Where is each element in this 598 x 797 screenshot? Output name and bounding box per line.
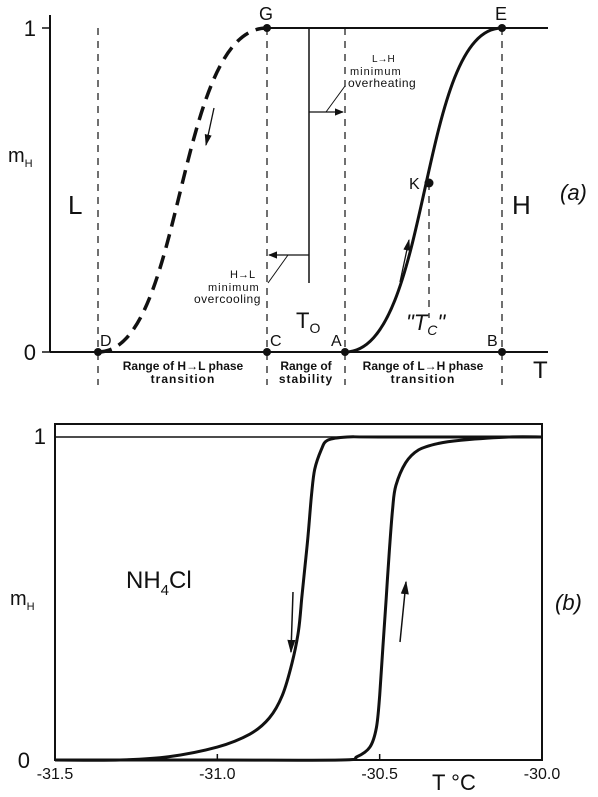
panel-b: 1 0 mH NH4Cl (b) T °C -31.5 -31.0 -30.5 -30… — [10, 423, 582, 795]
b-compound: NH4Cl — [126, 567, 192, 599]
a-label-d: D — [100, 333, 112, 350]
a-ylabel: mH — [8, 145, 33, 170]
a-t0-label: TO — [296, 308, 320, 336]
b-ylabel: mH — [10, 588, 35, 613]
a-ytick-1: 1 — [24, 16, 36, 41]
a-heating-curve — [344, 26, 503, 354]
a-t0-sub: O — [309, 320, 320, 336]
b-ytick-0: 0 — [18, 748, 30, 773]
a-range-stab-line1: Range of — [280, 359, 332, 373]
a-ylabel-m: m — [8, 145, 25, 167]
a-ytick-0: 0 — [24, 340, 36, 365]
b-xlabel: T °C — [432, 770, 476, 795]
a-point-e — [498, 24, 506, 32]
a-cooling-arrow — [204, 107, 215, 147]
a-point-g — [263, 24, 271, 32]
b-cooling-arrow — [287, 591, 296, 654]
panel-a: 1 0 mH L H (a) T — [8, 4, 587, 386]
b-compound-pre: NH — [126, 567, 161, 594]
a-range-hl-line1: Range of H→L phase — [123, 359, 244, 373]
a-guides — [97, 28, 503, 385]
a-range-lh-line2: transition — [391, 372, 456, 386]
a-heating-line2: minimum — [350, 66, 402, 78]
a-overcool-leader — [267, 254, 289, 284]
a-label-k: K — [409, 176, 420, 193]
a-phase-low: L — [68, 190, 82, 220]
a-point-b — [498, 348, 506, 356]
b-heating-arrow — [399, 580, 409, 643]
a-label-e: E — [495, 4, 507, 24]
a-tc-sub: C — [427, 322, 438, 338]
a-tc-t: "T — [406, 310, 429, 335]
a-heating-arrow — [399, 238, 411, 283]
a-phase-high: H — [512, 190, 531, 220]
b-heating-curve — [54, 435, 543, 762]
a-range-lh-line1: Range of L→H phase — [363, 359, 484, 373]
a-cooling-title: H→L — [230, 269, 255, 281]
a-range-hl-line2: transition — [151, 372, 216, 386]
a-range-stab-line2: stability — [279, 372, 333, 386]
a-point-k — [424, 178, 434, 188]
b-compound-sub: 4 — [161, 582, 169, 599]
b-xticks: -31.5 -31.0 -30.5 -30.0 — [37, 754, 561, 783]
b-ylabel-sub: H — [27, 601, 35, 613]
a-heating-title: L→H — [372, 54, 395, 65]
b-xtick-label: -31.0 — [199, 766, 236, 783]
a-panel-label: (a) — [560, 180, 587, 205]
a-point-c — [263, 348, 271, 356]
b-series — [54, 435, 543, 762]
b-cooling-curve — [54, 435, 542, 762]
a-label-c: C — [270, 333, 282, 350]
b-xtick-label: -31.5 — [37, 766, 74, 783]
b-compound-post: Cl — [169, 567, 192, 594]
b-ylabel-m: m — [10, 588, 27, 610]
a-point-d — [94, 348, 102, 356]
a-label-b: B — [487, 333, 498, 350]
a-point-a — [341, 348, 349, 356]
a-t0-t: T — [296, 308, 309, 333]
b-ytick-1: 1 — [34, 424, 46, 449]
b-xtick-label: -30.0 — [524, 766, 561, 783]
a-ylabel-sub: H — [25, 158, 33, 170]
a-cooling-line2: minimum — [208, 282, 260, 294]
a-range-labels: Range of H→L phase transition Range of s… — [123, 359, 484, 386]
a-cooling-line3: overcooling — [194, 292, 261, 306]
a-tc-close: " — [437, 310, 446, 335]
b-xtick-label: -30.5 — [361, 766, 398, 783]
a-label-g: G — [259, 4, 273, 24]
a-points — [94, 24, 506, 356]
b-panel-label: (b) — [555, 590, 582, 615]
a-xlabel: T — [533, 357, 548, 384]
a-tc-label: "TC" — [406, 310, 446, 338]
a-heating-line3: overheating — [348, 76, 416, 90]
a-label-a: A — [331, 333, 342, 350]
a-overheat-leader — [325, 85, 346, 113]
